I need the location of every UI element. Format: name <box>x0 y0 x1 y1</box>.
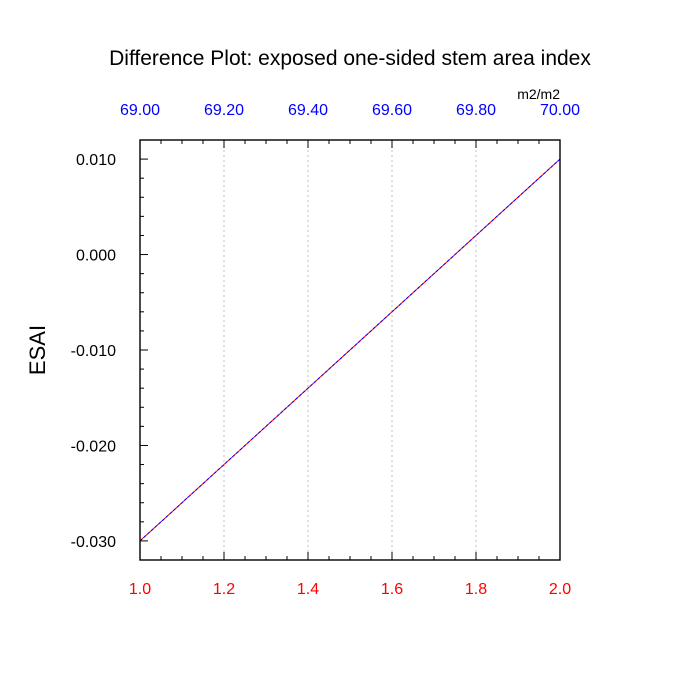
y-tick-label: 0.000 <box>76 248 116 265</box>
x-tick-label: 1.4 <box>297 581 319 598</box>
series-layer <box>139 158 561 542</box>
top-tick-label: 69.80 <box>456 102 496 119</box>
top-tick-label: 69.40 <box>288 102 328 119</box>
x-tick-label: 1.8 <box>465 581 487 598</box>
top-tick-label: 69.00 <box>120 102 160 119</box>
x-tick-label: 1.2 <box>213 581 235 598</box>
units-label: m2/m2 <box>517 86 560 102</box>
top-tick-label: 70.00 <box>540 102 580 119</box>
series-line-1 <box>139 158 561 542</box>
grid-layer <box>223 140 477 560</box>
axes-layer: 1.0 1.2 1.4 1.6 1.8 2.0 69.00 69.20 69.40 69.60 69… <box>71 102 580 598</box>
x-tick-label: 1.6 <box>381 581 403 598</box>
y-tick-label: -0.030 <box>71 534 116 551</box>
y-axis-label: ESAI <box>25 325 50 375</box>
chart-title: Difference Plot: exposed one-sided stem … <box>109 47 591 70</box>
top-tick-label: 69.20 <box>204 102 244 119</box>
x-tick-label: 1.0 <box>129 581 151 598</box>
x-tick-label: 2.0 <box>549 581 571 598</box>
y-tick-label: -0.010 <box>71 343 116 360</box>
y-tick-label: -0.020 <box>71 438 116 455</box>
top-tick-label: 69.60 <box>372 102 412 119</box>
y-tick-label: 0.010 <box>76 152 116 169</box>
